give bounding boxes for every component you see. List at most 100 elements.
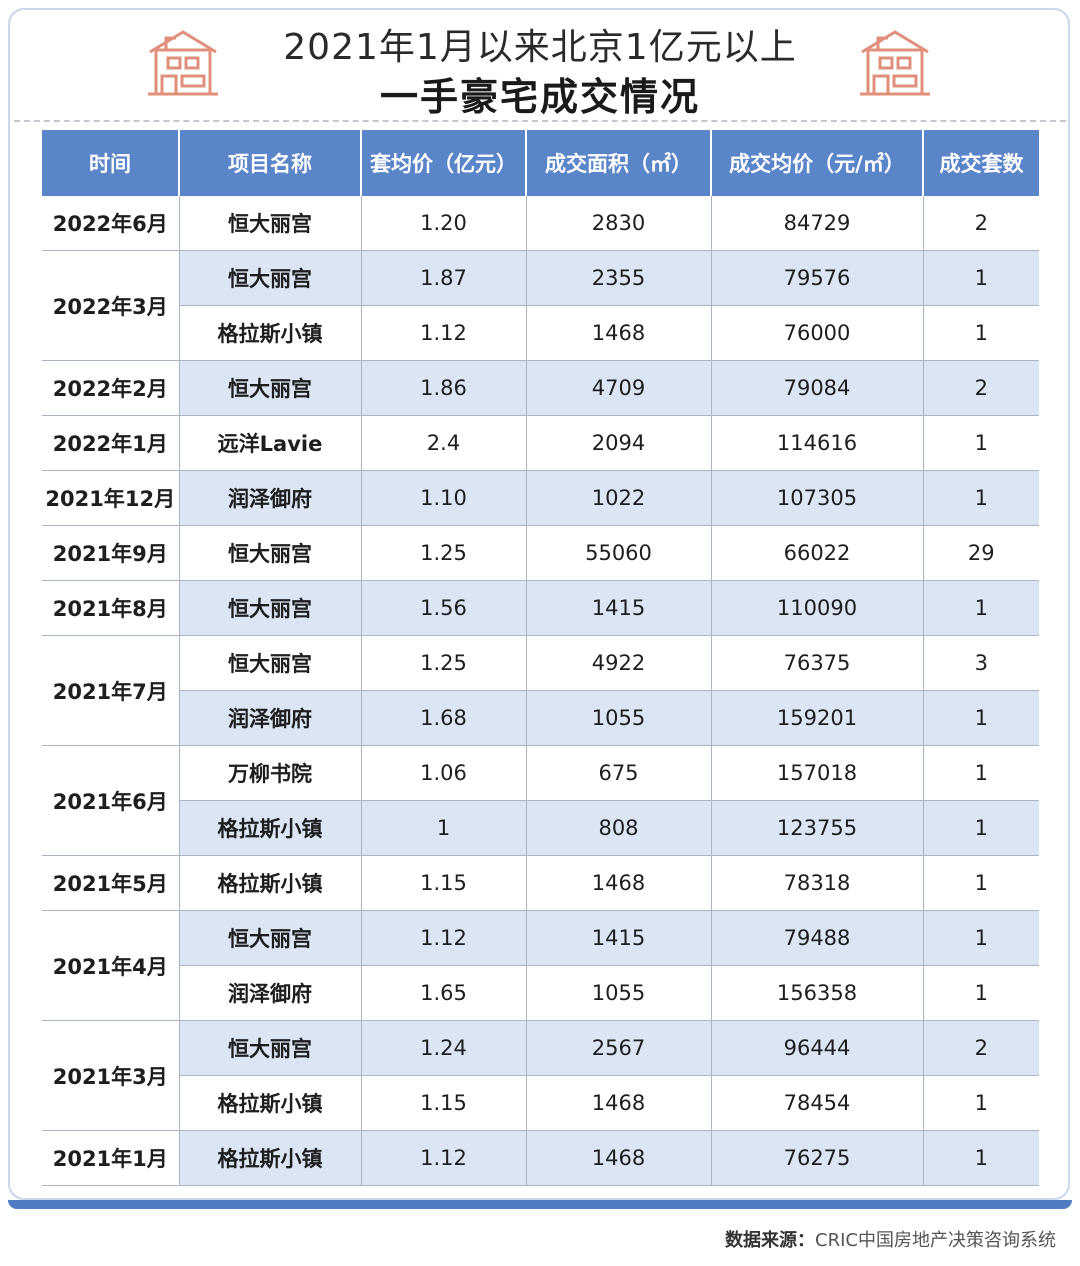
avg-price-cell: 1.87 (361, 250, 527, 306)
unit-price-cell: 96444 (711, 1020, 924, 1076)
unit-price-cell: 78318 (711, 855, 924, 911)
count-cell: 1 (923, 305, 1039, 361)
transaction-table: 时间 项目名称 套均价（亿元） 成交面积（㎡） 成交均价（元/㎡） 成交套数 2022年6… (42, 130, 1039, 1186)
count-cell: 1 (923, 690, 1039, 746)
project-name-cell: 恒大丽宫 (179, 525, 362, 581)
unit-price-cell: 79084 (711, 360, 924, 416)
area-cell: 1022 (526, 470, 712, 526)
avg-price-cell: 1.56 (361, 580, 527, 636)
table-row: 2021年7月 恒大丽宫 1.25 4922 76375 3 (42, 635, 1039, 746)
count-cell: 29 (923, 525, 1039, 581)
time-cell: 2021年3月 (42, 1020, 180, 1131)
area-cell: 1468 (526, 1130, 712, 1186)
count-cell: 2 (923, 1020, 1039, 1076)
time-cell: 2021年6月 (42, 745, 180, 856)
count-cell: 1 (923, 470, 1039, 526)
time-cell: 2021年9月 (42, 525, 180, 581)
unit-price-cell: 66022 (711, 525, 924, 581)
time-cell: 2022年1月 (42, 415, 180, 471)
project-name-cell: 格拉斯小镇 (179, 855, 362, 911)
time-cell: 2021年4月 (42, 910, 180, 1021)
unit-price-cell: 107305 (711, 470, 924, 526)
area-cell: 2355 (526, 250, 712, 306)
unit-price-cell: 76275 (711, 1130, 924, 1186)
unit-price-cell: 84729 (711, 196, 924, 251)
project-name-cell: 恒大丽宫 (179, 1020, 362, 1076)
table-row: 2022年1月 远洋Lavie 2.4 2094 114616 1 (42, 415, 1039, 471)
project-name-cell: 远洋Lavie (179, 415, 362, 471)
table-row: 格拉斯小镇 1 808 123755 1 (42, 800, 1039, 856)
card-bottom-bar (8, 1200, 1072, 1209)
time-cell: 2021年8月 (42, 580, 180, 636)
source-text: CRIC中国房地产决策咨询系统 (815, 1230, 1056, 1251)
table-header-row: 时间 项目名称 套均价（亿元） 成交面积（㎡） 成交均价（元/㎡） 成交套数 (42, 130, 1039, 196)
table-row: 润泽御府 1.68 1055 159201 1 (42, 690, 1039, 746)
project-name-cell: 润泽御府 (179, 470, 362, 526)
area-cell: 1468 (526, 855, 712, 911)
title-line1: 2021年1月以来北京1亿元以上 (283, 27, 797, 68)
count-cell: 1 (923, 1130, 1039, 1186)
avg-price-cell: 1.20 (361, 196, 527, 251)
time-cell: 2022年2月 (42, 360, 180, 416)
project-name-cell: 万柳书院 (179, 745, 362, 801)
page-title: 2021年1月以来北京1亿元以上 一手豪宅成交情况 (0, 24, 1080, 122)
column-header: 成交套数 (923, 130, 1039, 196)
unit-price-cell: 76375 (711, 635, 924, 691)
count-cell: 1 (923, 745, 1039, 801)
table-row: 2022年2月 恒大丽宫 1.86 4709 79084 2 (42, 360, 1039, 416)
area-cell: 1415 (526, 910, 712, 966)
unit-price-cell: 79576 (711, 250, 924, 306)
unit-price-cell: 79488 (711, 910, 924, 966)
house-icon (860, 30, 930, 96)
source-label: 数据来源： (725, 1230, 816, 1251)
table-row: 2021年5月 格拉斯小镇 1.15 1468 78318 1 (42, 855, 1039, 911)
project-name-cell: 恒大丽宫 (179, 250, 362, 306)
table-row: 2021年12月 润泽御府 1.10 1022 107305 1 (42, 470, 1039, 526)
project-name-cell: 润泽御府 (179, 965, 362, 1021)
count-cell: 1 (923, 855, 1039, 911)
unit-price-cell: 76000 (711, 305, 924, 361)
unit-price-cell: 123755 (711, 800, 924, 856)
table-row: 格拉斯小镇 1.12 1468 76000 1 (42, 305, 1039, 361)
project-name-cell: 润泽御府 (179, 690, 362, 746)
avg-price-cell: 1.06 (361, 745, 527, 801)
table-row: 2021年4月 恒大丽宫 1.12 1415 79488 1 (42, 910, 1039, 1021)
table-row: 2022年6月 恒大丽宫 1.20 2830 84729 2 (42, 196, 1039, 251)
table-row: 2021年9月 恒大丽宫 1.25 55060 66022 29 (42, 525, 1039, 581)
area-cell: 1055 (526, 965, 712, 1021)
unit-price-cell: 110090 (711, 580, 924, 636)
table-row: 2022年3月 恒大丽宫 1.87 2355 79576 1 (42, 250, 1039, 361)
avg-price-cell: 1.15 (361, 855, 527, 911)
unit-price-cell: 159201 (711, 690, 924, 746)
count-cell: 3 (923, 635, 1039, 691)
avg-price-cell: 1.65 (361, 965, 527, 1021)
data-source: 数据来源：CRIC中国房地产决策咨询系统 (725, 1226, 1056, 1252)
table-row: 2021年8月 恒大丽宫 1.56 1415 110090 1 (42, 580, 1039, 636)
count-cell: 1 (923, 250, 1039, 306)
area-cell: 4709 (526, 360, 712, 416)
unit-price-cell: 156358 (711, 965, 924, 1021)
count-cell: 1 (923, 965, 1039, 1021)
table-row: 2021年6月 万柳书院 1.06 675 157018 1 (42, 745, 1039, 856)
time-cell: 2022年6月 (42, 196, 180, 251)
column-header: 成交均价（元/㎡） (711, 130, 924, 196)
time-cell: 2022年3月 (42, 250, 180, 361)
count-cell: 1 (923, 415, 1039, 471)
table-row: 2021年1月 格拉斯小镇 1.12 1468 76275 1 (42, 1130, 1039, 1186)
unit-price-cell: 157018 (711, 745, 924, 801)
column-header: 时间 (42, 130, 180, 196)
area-cell: 808 (526, 800, 712, 856)
count-cell: 2 (923, 196, 1039, 251)
count-cell: 1 (923, 580, 1039, 636)
area-cell: 2094 (526, 415, 712, 471)
column-header: 成交面积（㎡） (526, 130, 712, 196)
time-cell: 2021年5月 (42, 855, 180, 911)
area-cell: 1415 (526, 580, 712, 636)
avg-price-cell: 1 (361, 800, 527, 856)
table-row: 格拉斯小镇 1.15 1468 78454 1 (42, 1075, 1039, 1131)
area-cell: 675 (526, 745, 712, 801)
unit-price-cell: 114616 (711, 415, 924, 471)
avg-price-cell: 1.15 (361, 1075, 527, 1131)
count-cell: 1 (923, 800, 1039, 856)
area-cell: 1055 (526, 690, 712, 746)
